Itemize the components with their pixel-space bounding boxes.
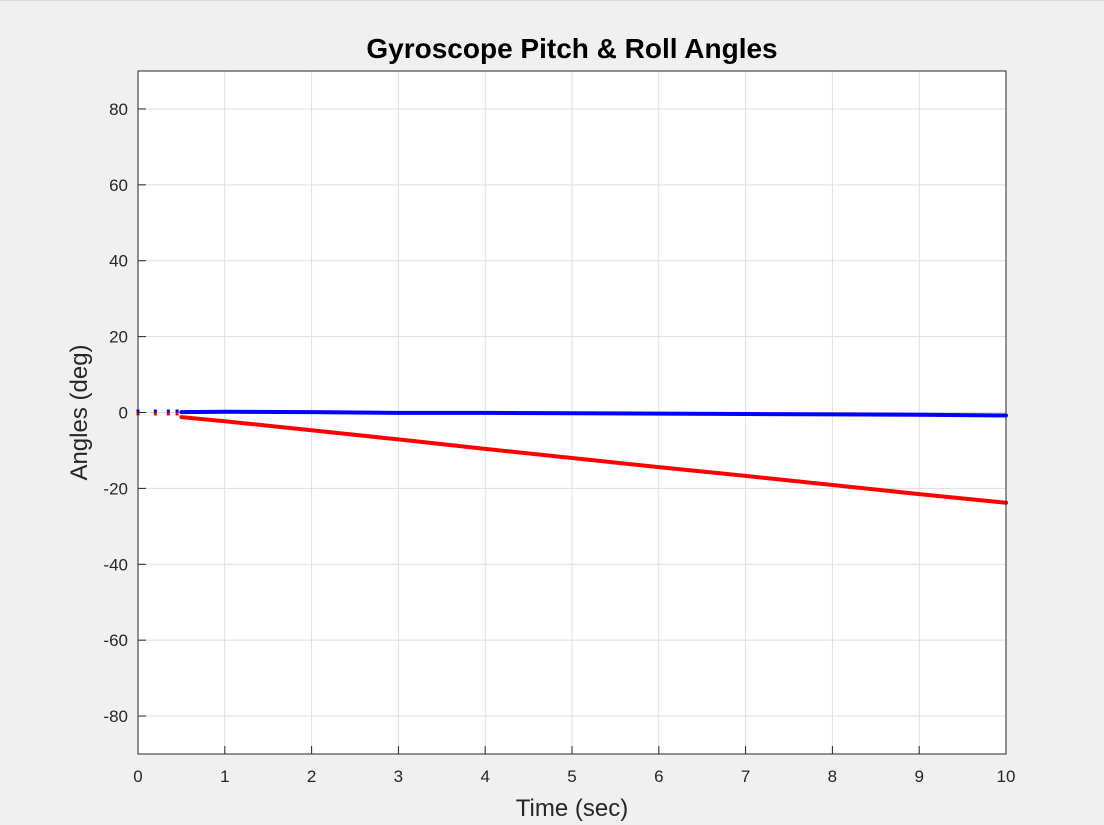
x-tick-label: 5 xyxy=(567,767,576,786)
early-point-blue xyxy=(154,410,157,413)
y-tick-label: -60 xyxy=(103,631,128,650)
x-tick-label: 6 xyxy=(654,767,663,786)
y-tick-label: 80 xyxy=(109,100,128,119)
x-tick-label: 3 xyxy=(394,767,403,786)
early-point-red xyxy=(154,413,157,416)
early-point-blue xyxy=(167,410,170,413)
early-point-red xyxy=(167,413,170,416)
early-point-red xyxy=(176,413,179,416)
x-tick-label: 4 xyxy=(480,767,489,786)
x-tick-label: 8 xyxy=(828,767,837,786)
x-tick-label: 2 xyxy=(307,767,316,786)
y-tick-label: -20 xyxy=(103,479,128,498)
y-axis-label: Angles (deg) xyxy=(66,344,93,480)
x-tick-label: 9 xyxy=(914,767,923,786)
y-tick-label: -40 xyxy=(103,555,128,574)
x-axis-label: Time (sec) xyxy=(516,795,628,822)
x-tick-label: 7 xyxy=(741,767,750,786)
y-tick-label: 0 xyxy=(119,404,128,423)
x-tick-label: 10 xyxy=(997,767,1016,786)
early-point-blue xyxy=(176,410,179,413)
y-tick-label: 40 xyxy=(109,252,128,271)
y-tick-label: 60 xyxy=(109,176,128,195)
x-tick-label: 1 xyxy=(220,767,229,786)
y-tick-label: -80 xyxy=(103,707,128,726)
y-tick-label: 20 xyxy=(109,328,128,347)
chart-title: Gyroscope Pitch & Roll Angles xyxy=(366,33,777,64)
x-tick-label: 0 xyxy=(133,767,142,786)
